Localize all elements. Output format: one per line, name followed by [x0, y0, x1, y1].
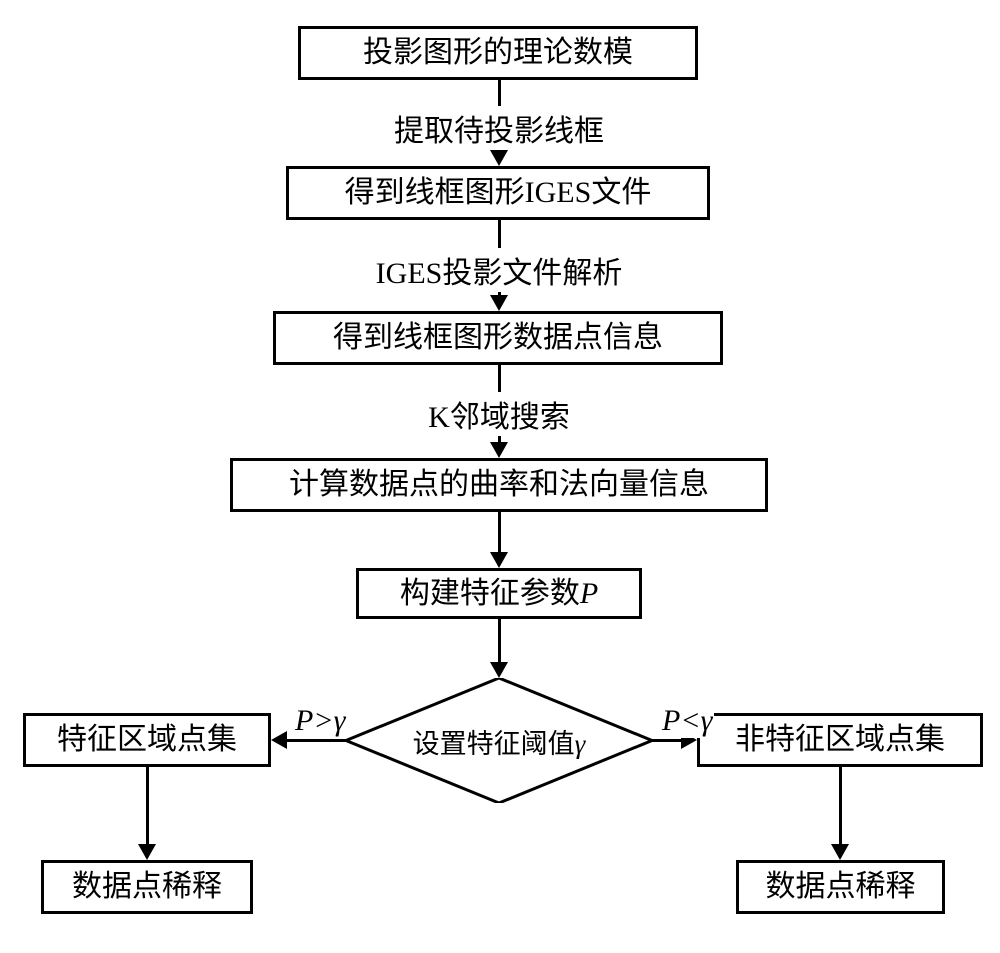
edge-1-arrow [490, 295, 508, 311]
edge-1-label: IGES投影文件解析 [372, 248, 627, 292]
box-bR1: 非特征区域点集 [697, 713, 983, 767]
edge-0-arrow [490, 150, 508, 166]
bedge-0-line [146, 767, 149, 844]
box-b2-label: 得到线框图形IGES文件 [345, 175, 652, 211]
edge-0-label: 提取待投影线框 [390, 106, 608, 150]
hedge-0-label: P>γ [293, 704, 347, 738]
bedge-1-arrow [831, 844, 849, 860]
hedge-1-line [652, 739, 681, 742]
hedge-1-label: P<γ [660, 704, 714, 738]
box-bL1: 特征区域点集 [23, 713, 271, 767]
hedge-0-arrow [271, 731, 287, 749]
box-b1-label: 投影图形的理论数模 [363, 35, 633, 71]
box-b3-label: 得到线框图形数据点信息 [333, 320, 663, 356]
box-bL1-label: 特征区域点集 [57, 722, 237, 758]
box-bL2: 数据点稀释 [41, 860, 253, 914]
edge-2-label: K邻域搜索 [424, 392, 574, 436]
box-b2: 得到线框图形IGES文件 [286, 166, 710, 220]
box-bR1-label: 非特征区域点集 [735, 722, 945, 758]
edge-3-arrow [490, 552, 508, 568]
box-b4-label: 计算数据点的曲率和法向量信息 [289, 467, 709, 503]
edge-4-line [498, 619, 501, 662]
decision-diamond: 设置特征阈值γ [346, 678, 652, 803]
box-b3: 得到线框图形数据点信息 [273, 311, 723, 365]
hedge-0-line [287, 739, 346, 742]
box-bR2-label: 数据点稀释 [766, 869, 916, 905]
edge-3-line [498, 512, 501, 552]
box-bR2: 数据点稀释 [736, 860, 945, 914]
box-b1: 投影图形的理论数模 [298, 26, 698, 80]
decision-label: 设置特征阈值γ [346, 722, 652, 761]
box-bL2-label: 数据点稀释 [72, 869, 222, 905]
bedge-0-arrow [138, 844, 156, 860]
edge-4-arrow [490, 662, 508, 678]
edge-2-arrow [490, 442, 508, 458]
box-b4: 计算数据点的曲率和法向量信息 [230, 458, 768, 512]
bedge-1-line [839, 767, 842, 844]
box-b5-label: 构建特征参数P [400, 576, 598, 612]
box-b5: 构建特征参数P [356, 568, 642, 619]
